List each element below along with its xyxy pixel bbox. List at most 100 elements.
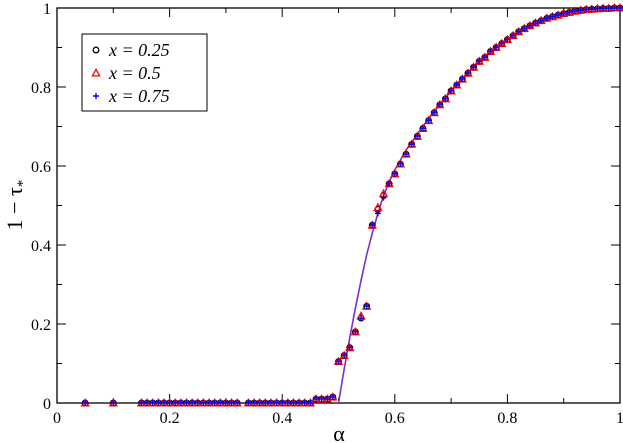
legend: x = 0.25 x = 0.5 x = 0.75 [81, 33, 208, 112]
data-point [583, 6, 590, 13]
data-point [267, 400, 274, 406]
x-tick-label: 1 [616, 410, 623, 427]
data-point [526, 22, 533, 29]
legend-marker [91, 68, 101, 77]
data-point [431, 109, 438, 116]
data-point [532, 20, 539, 27]
data-point [155, 400, 162, 406]
x-tick-label: 0.6 [385, 410, 405, 427]
data-point [481, 54, 488, 61]
data-point [222, 400, 229, 406]
y-axis-title-main: 1 − τ [2, 187, 27, 230]
data-point [358, 315, 365, 322]
data-points [80, 3, 623, 407]
data-point [543, 15, 550, 22]
legend-label-x05: x = 0.5 [108, 63, 161, 83]
data-point [329, 394, 336, 401]
data-point [617, 5, 623, 11]
data-point [217, 400, 224, 406]
data-point [346, 344, 353, 351]
data-point [363, 303, 370, 310]
data-point [290, 400, 297, 406]
x-tick-label: 0.8 [497, 410, 517, 427]
x-axis-title: α [333, 421, 345, 443]
data-point [160, 400, 167, 406]
data-point [611, 5, 618, 11]
legend-markers [91, 46, 101, 99]
legend-box [81, 33, 208, 112]
data-point [194, 400, 201, 406]
data-point [464, 70, 471, 77]
data-point [571, 8, 578, 15]
data-point [144, 400, 151, 406]
y-tick-label: 0.2 [31, 317, 51, 334]
data-point [307, 400, 314, 406]
data-point [301, 400, 308, 406]
data-point [521, 25, 528, 32]
data-point [284, 400, 291, 406]
data-point [352, 328, 359, 335]
data-point [177, 400, 184, 406]
data-point [183, 400, 190, 406]
data-point [273, 400, 280, 406]
data-point [318, 396, 325, 403]
data-point [200, 400, 207, 406]
data-point [228, 400, 235, 406]
data-point [425, 117, 432, 124]
legend-marker [93, 93, 99, 99]
data-point [442, 95, 449, 102]
y-axis-title-subscript: * [15, 180, 31, 188]
data-point [172, 400, 179, 406]
y-axis-title: 1 − τ* [2, 180, 31, 231]
data-point [374, 210, 381, 217]
data-point [149, 400, 156, 406]
data-point [82, 400, 89, 406]
data-point [324, 396, 331, 403]
data-point [369, 222, 376, 229]
data-point [515, 28, 522, 35]
data-point [453, 82, 460, 89]
data-point [296, 400, 303, 406]
data-point [555, 12, 562, 19]
data-point [549, 13, 556, 20]
data-point [476, 58, 483, 65]
data-point [560, 10, 567, 17]
data-point [588, 6, 595, 13]
data-point [138, 400, 145, 406]
data-point [600, 5, 607, 12]
legend-label-x025: x = 0.25 [108, 40, 170, 60]
data-point [234, 400, 241, 406]
data-point [373, 202, 383, 212]
data-point [166, 400, 173, 406]
data-point [262, 400, 269, 406]
data-point [380, 194, 387, 201]
data-point [256, 400, 263, 406]
fit-curve [337, 7, 621, 404]
y-tick-label: 0.8 [31, 80, 51, 97]
x-tick-label: 0.2 [160, 410, 180, 427]
data-point [189, 400, 196, 406]
data-point [211, 400, 218, 406]
data-point [538, 17, 545, 24]
legend-label-x075: x = 0.75 [108, 86, 170, 106]
data-point [335, 358, 342, 365]
y-tick-label: 0.4 [31, 238, 51, 255]
axis-tick-labels: 0 0.2 0.4 0.6 0.8 1 0 0.2 0.4 0.6 0.8 1 [31, 1, 623, 427]
data-point [245, 400, 252, 406]
data-point [493, 44, 500, 51]
data-point [251, 400, 258, 406]
y-tick-label: 0 [43, 396, 51, 413]
data-point [459, 76, 466, 83]
data-point [566, 9, 573, 16]
data-point [386, 180, 393, 187]
x-tick-label: 0.4 [272, 410, 292, 427]
data-point [397, 161, 404, 168]
data-point [504, 36, 511, 43]
data-point [510, 32, 517, 39]
data-point [414, 133, 421, 140]
data-point [279, 400, 286, 406]
data-point [577, 7, 584, 14]
data-point [403, 151, 410, 158]
series-3 [82, 5, 623, 406]
